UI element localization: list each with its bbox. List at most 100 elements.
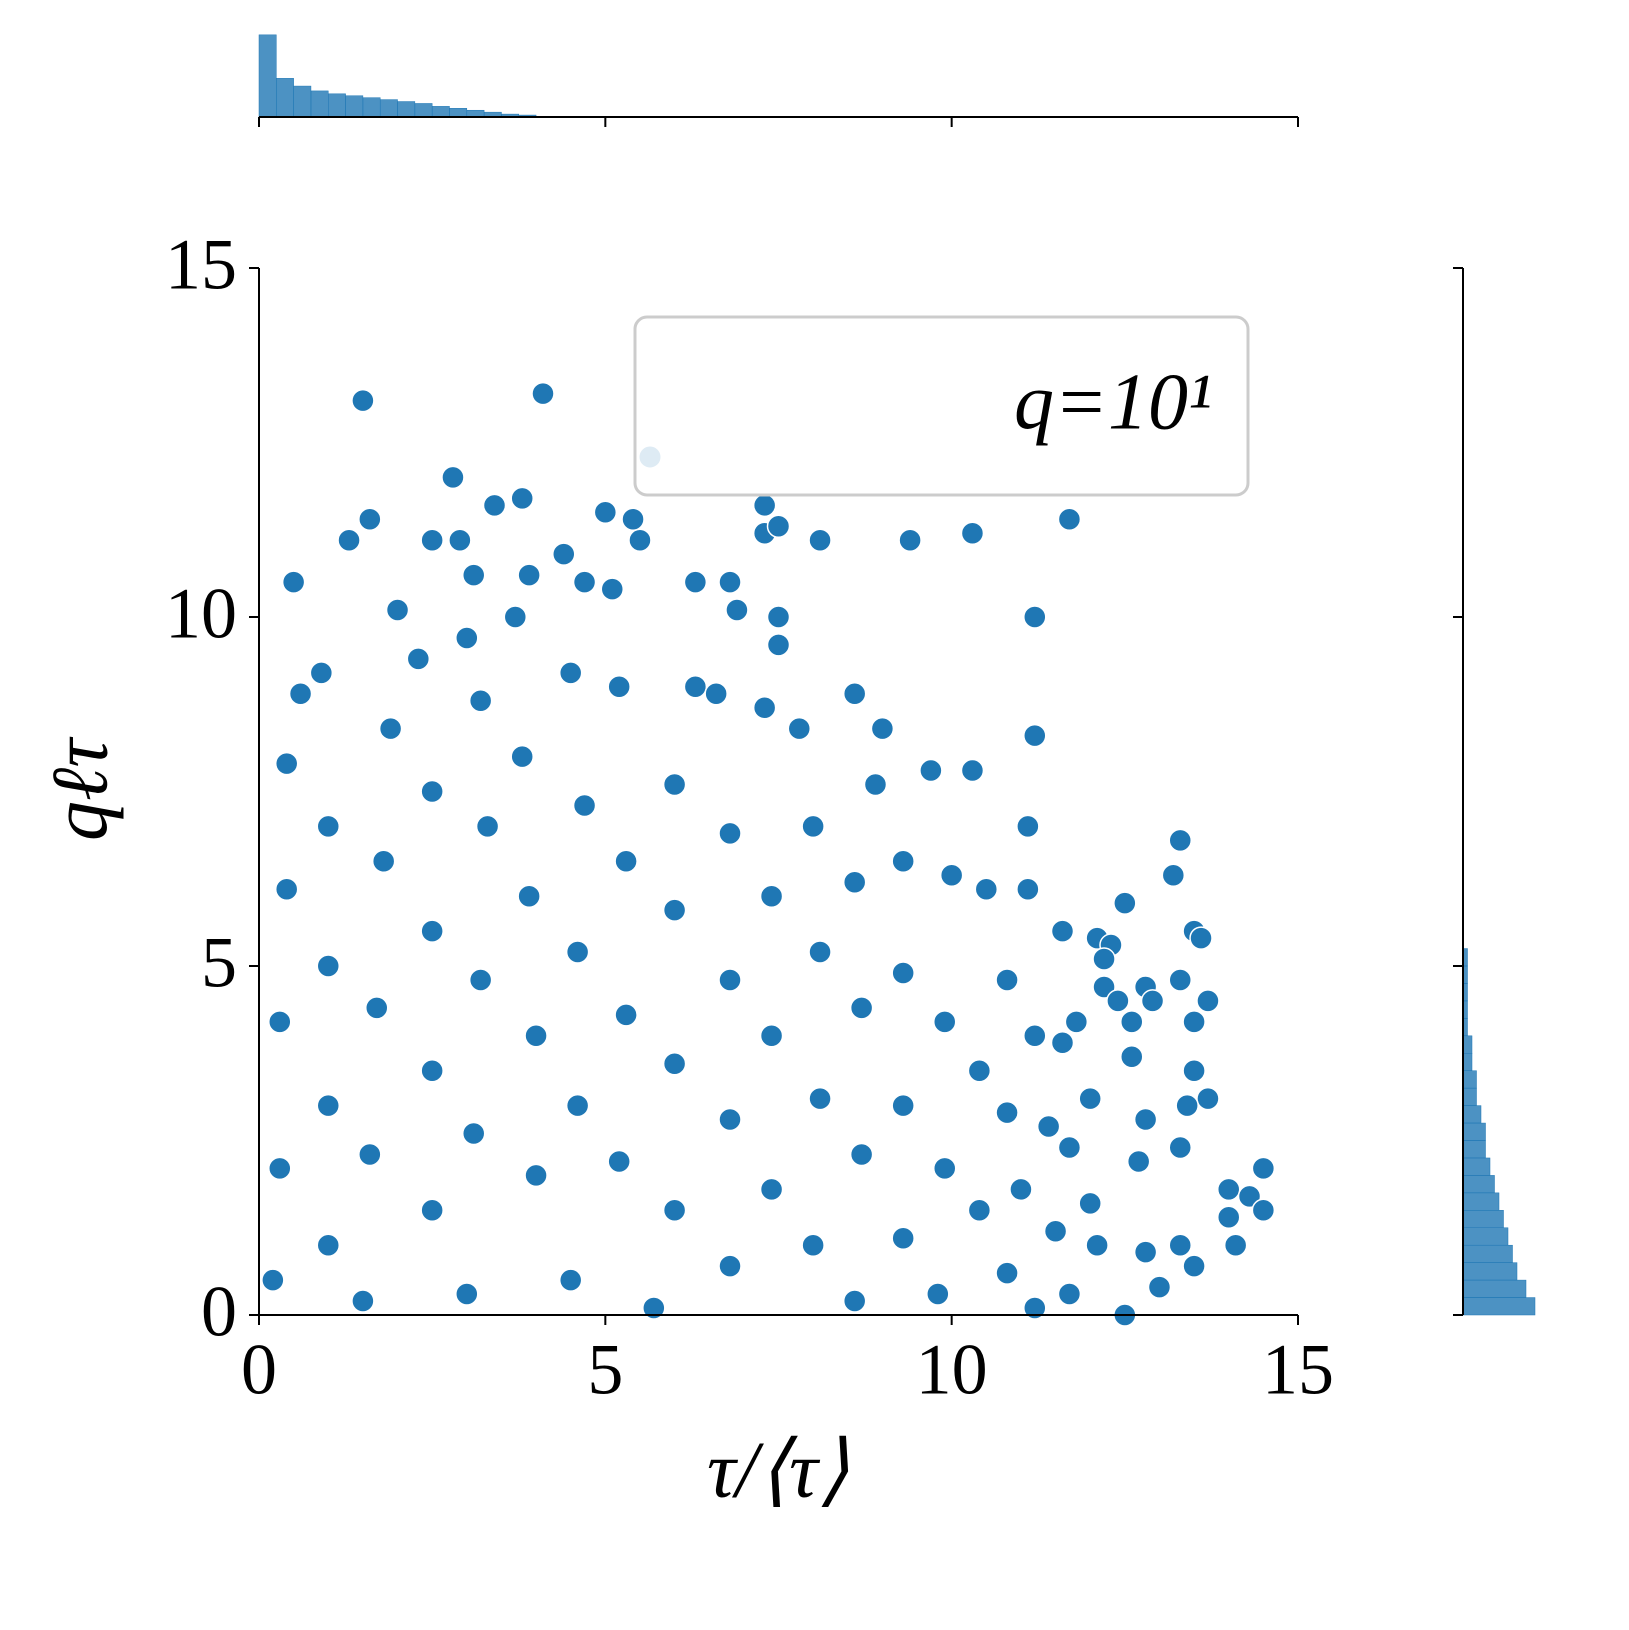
y-tick-label: 0 — [201, 1272, 237, 1352]
histogram-bar — [1462, 1227, 1509, 1246]
x-tick-label: 0 — [241, 1330, 277, 1410]
scatter-point — [1120, 1010, 1144, 1034]
scatter-point — [268, 1010, 292, 1034]
scatter-point — [718, 968, 742, 992]
y-tick-label: 15 — [165, 225, 237, 305]
histogram-bar — [414, 103, 433, 118]
scatter-point — [1168, 828, 1192, 853]
x-tick-label: 5 — [587, 1330, 623, 1410]
scatter-point — [1023, 605, 1047, 629]
scatter-point — [1106, 989, 1130, 1013]
scatter-point — [842, 682, 867, 706]
scatter-point — [1120, 1044, 1144, 1069]
scatter-point — [787, 716, 812, 741]
x-tick-label: 15 — [1262, 1330, 1334, 1410]
scatter-point — [718, 1254, 742, 1278]
scatter-point — [967, 1058, 992, 1083]
histogram-bar — [1462, 1070, 1477, 1089]
scatter-point — [1078, 1086, 1102, 1111]
scatter-point — [1216, 1205, 1241, 1230]
scatter-point — [759, 1177, 784, 1202]
y-tick-label: 5 — [201, 923, 237, 1003]
scatter-point — [552, 542, 576, 566]
scatter-point — [274, 751, 299, 776]
scatter-point — [309, 661, 334, 685]
scatter-point — [642, 1296, 666, 1320]
scatter-point — [759, 1024, 784, 1048]
histogram-bar — [1462, 1122, 1486, 1141]
histogram-bar — [397, 101, 416, 118]
scatter-point — [468, 968, 493, 992]
scatter-point — [268, 1156, 292, 1181]
scatter-point — [1023, 1296, 1047, 1320]
scatter-point — [1085, 1233, 1109, 1257]
scatter-point — [420, 528, 444, 552]
scatter-point — [281, 570, 306, 594]
histogram-bar — [345, 95, 364, 118]
scatter-point — [1251, 1198, 1276, 1223]
scatter-point — [974, 877, 999, 901]
scatter-point — [662, 772, 687, 797]
scatter-point — [801, 1233, 825, 1257]
scatter-point — [1182, 1254, 1206, 1278]
scatter-point — [1043, 1219, 1068, 1243]
histogram-bar — [1462, 1087, 1477, 1106]
scatter-point — [995, 968, 1019, 992]
scatter-point — [524, 1024, 548, 1048]
scatter-point — [891, 1093, 915, 1118]
scatter-point — [766, 633, 791, 657]
scatter-point — [558, 661, 583, 685]
scatter-point — [725, 598, 749, 622]
scatter-point — [1050, 1031, 1075, 1055]
scatter-point — [870, 716, 895, 741]
scatter-point — [600, 577, 625, 601]
histogram-bar — [1462, 1175, 1495, 1194]
scatter-point — [628, 528, 652, 552]
scatter-point — [572, 570, 597, 594]
scatter-point — [849, 996, 874, 1020]
scatter-point — [351, 1289, 375, 1313]
scatter-point — [455, 1282, 479, 1306]
scatter-point — [607, 675, 631, 699]
histogram-bar — [466, 109, 485, 118]
scatter-point — [683, 570, 708, 594]
scatter-point — [1251, 1156, 1276, 1181]
scatter-point — [898, 528, 922, 552]
scatter-point — [503, 605, 528, 629]
scatter-point — [1237, 1184, 1262, 1209]
scatter-point — [1050, 919, 1075, 943]
scatter-point — [1216, 1177, 1241, 1202]
histogram-bar — [276, 78, 294, 118]
scatter-point — [960, 521, 985, 545]
scatter-point — [517, 884, 541, 908]
scatter-point — [801, 814, 825, 839]
scatter-point — [274, 877, 299, 901]
scatter-point — [1161, 863, 1186, 888]
scatter-point — [1168, 968, 1192, 992]
scatter-point — [316, 1093, 341, 1118]
scatter-point — [420, 1198, 444, 1223]
scatter-point — [420, 1058, 444, 1083]
scatter-point — [371, 849, 396, 874]
scatter-point — [531, 381, 555, 406]
scatter-point — [718, 570, 742, 594]
scatter-point — [288, 682, 313, 706]
histogram-bar — [310, 90, 329, 118]
histogram-bar — [1462, 1279, 1527, 1298]
scatter-point — [932, 1156, 957, 1181]
scatter-point — [1016, 814, 1040, 839]
scatter-point — [718, 821, 742, 846]
scatter-point — [718, 1107, 742, 1132]
scatter-point — [316, 1233, 341, 1257]
scatter-point — [808, 940, 832, 964]
scatter-point — [614, 849, 638, 874]
scatter-point — [766, 514, 791, 539]
histogram-bar — [1462, 1105, 1482, 1124]
scatter-point — [572, 793, 597, 818]
histogram-bar — [328, 93, 346, 118]
scatter-point — [614, 1003, 638, 1027]
legend-marker — [638, 445, 662, 469]
scatter-point — [1009, 1177, 1033, 1202]
scatter-point — [621, 507, 645, 532]
